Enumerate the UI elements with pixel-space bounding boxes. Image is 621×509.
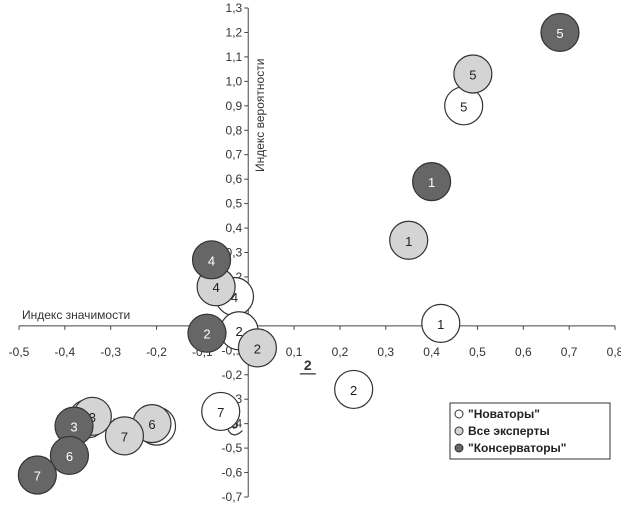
- y-tick-label: 1,0: [226, 74, 243, 88]
- annotation-label: 2: [304, 357, 312, 373]
- x-tick-label: 0,3: [377, 345, 394, 359]
- bubble-point: [17, 455, 57, 495]
- bubble-label: 2: [203, 327, 210, 342]
- bubble-label: 7: [34, 468, 41, 483]
- bubble-point: [201, 391, 241, 432]
- bubble-label: 1: [428, 175, 435, 190]
- y-tick-label: 0,7: [226, 148, 243, 162]
- bubble-point: [453, 54, 493, 94]
- y-axis-title: Индекс вероятности: [253, 59, 267, 172]
- bubble-label: 4: [208, 253, 215, 268]
- x-tick-label: -0,4: [55, 345, 76, 359]
- x-tick-label: 0,7: [561, 345, 578, 359]
- bubble-label: 7: [217, 405, 224, 420]
- bubble-label: 4: [213, 280, 220, 295]
- bubble-label: 2: [254, 341, 261, 356]
- bubbles-layer: 5127463251426735142367: [17, 12, 580, 495]
- bubble-point: [104, 416, 145, 456]
- bubble-point: [540, 12, 580, 53]
- y-tick-label: 0,4: [226, 221, 243, 235]
- y-tick-label: 1,3: [226, 1, 243, 15]
- legend-entry: "Консерваторы": [468, 441, 566, 455]
- x-tick-label: 0,4: [423, 345, 440, 359]
- x-tick-label: 0,6: [515, 345, 532, 359]
- bubble-label: 4: [231, 290, 238, 305]
- bubble-label: 1: [405, 234, 412, 249]
- y-tick-label: 1,1: [226, 50, 243, 64]
- legend-entry: Все эксперты: [468, 424, 550, 438]
- bubble-label: 3: [89, 410, 96, 425]
- bubble-label: 3: [70, 420, 77, 435]
- bubble-label: 7: [121, 429, 128, 444]
- legend-marker: [454, 426, 464, 436]
- x-tick-label: 0,5: [469, 345, 486, 359]
- bubble-point: [187, 313, 227, 353]
- bubble-point: [191, 240, 232, 280]
- y-tick-label: 1,2: [226, 25, 243, 39]
- legend-marker: [454, 409, 464, 419]
- bubble-point: [389, 220, 429, 260]
- y-tick-label: 0,8: [226, 123, 243, 137]
- legend-marker: [454, 443, 464, 453]
- x-tick-label: -0,2: [146, 345, 167, 359]
- y-tick-label: -0,7: [222, 490, 243, 504]
- bubble-point: [334, 369, 374, 410]
- bubble-point: [49, 435, 90, 476]
- y-tick-label: 0,6: [226, 172, 243, 186]
- y-tick-label: -0,6: [222, 466, 243, 480]
- y-tick-label: -0,2: [222, 368, 243, 382]
- bubble-label: 1: [437, 317, 444, 332]
- x-tick-label: -0,3: [100, 345, 121, 359]
- y-tick-label: 0,5: [226, 197, 243, 211]
- x-tick-label: 0,2: [332, 345, 349, 359]
- legend-entry: "Новаторы": [468, 407, 540, 421]
- legend-box: [449, 402, 611, 460]
- x-tick-label: 0,1: [286, 345, 303, 359]
- bubble-label: 5: [460, 99, 467, 114]
- bubble-label: 5: [556, 26, 563, 41]
- bubble-point: [421, 303, 461, 344]
- legend: "Новаторы" Все эксперты "Консерваторы": [449, 402, 611, 460]
- bubble-label: 6: [66, 449, 73, 464]
- x-axis-title: Индекс значимости: [22, 308, 130, 322]
- x-tick-label: 0,8: [607, 345, 621, 359]
- bubble-point: [237, 328, 277, 368]
- bubble-point: [412, 161, 452, 202]
- bubble-label: 2: [350, 383, 357, 398]
- y-tick-label: 0,9: [226, 99, 243, 113]
- bubble-label: 2: [235, 324, 242, 339]
- bubble-label: 5: [469, 68, 476, 83]
- bubble-label: 6: [148, 417, 155, 432]
- x-tick-label: -0,5: [9, 345, 30, 359]
- y-tick-label: -0,5: [222, 441, 243, 455]
